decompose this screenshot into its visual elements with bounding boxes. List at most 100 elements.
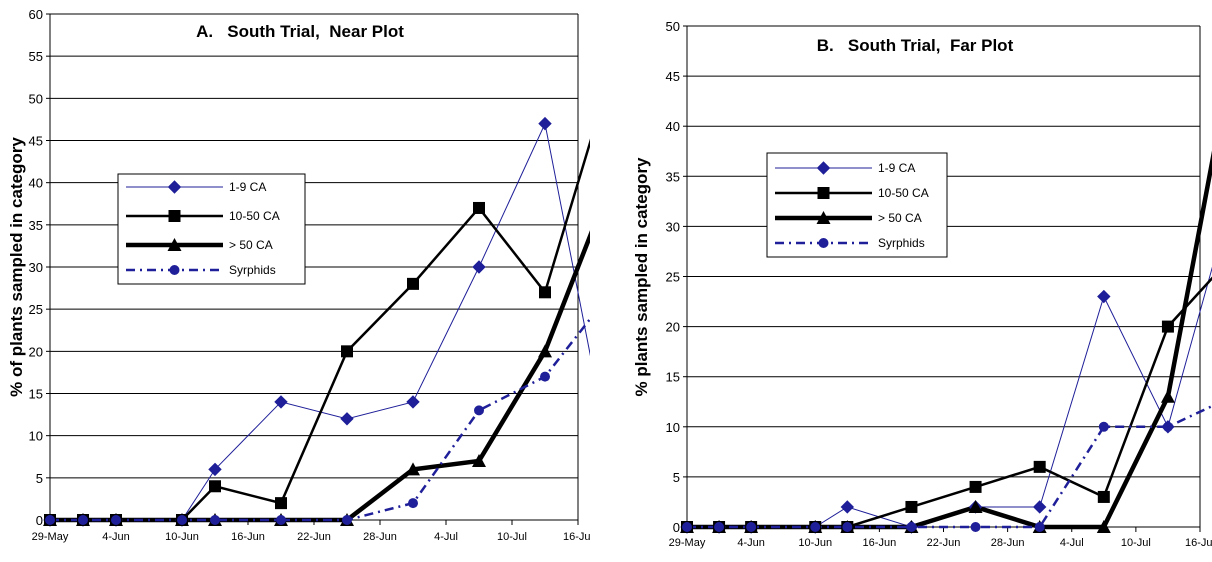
chart-b-y-tick-label: 35 xyxy=(666,169,680,184)
chart-b-series-line-2 xyxy=(687,276,1212,529)
chart-a-legend-label-2: 10-50 CA xyxy=(229,209,280,223)
chart-b-y-tick-label: 45 xyxy=(666,69,680,84)
chart-b-y-tick-label: 50 xyxy=(666,19,680,34)
chart-a-data-point xyxy=(538,116,552,131)
chart-a-data-point xyxy=(473,201,485,214)
chart-b-y-tick-label: 40 xyxy=(666,119,680,134)
chart-b-data-point xyxy=(842,522,853,532)
chart-a-y-tick-label: 15 xyxy=(29,387,43,402)
chart-panel-a: 0 5 10 15 20 25 30 35 40 45 50 55 60 29-May 4-Jun 10-Ju… xyxy=(0,0,590,562)
chart-a-data-point xyxy=(275,497,287,510)
chart-a-x-tick-label: 16-Jul xyxy=(563,531,590,543)
chart-b-data-point xyxy=(906,522,917,532)
chart-b-y-tick-label: 10 xyxy=(666,420,680,435)
chart-a-y-tick-label: 60 xyxy=(29,7,43,22)
chart-b-series-line-3 xyxy=(687,150,1212,530)
chart-b-data-point xyxy=(1032,500,1047,514)
chart-a-data-point xyxy=(539,286,551,299)
chart-panel-b: 0 5 10 15 20 25 30 35 40 45 50 29-May 4-Jun 10-Jun 16-… xyxy=(615,0,1212,562)
chart-a-data-point xyxy=(538,344,552,358)
chart-a-data-point xyxy=(340,412,354,426)
chart-b-data-point xyxy=(970,522,981,532)
chart-a-data-point xyxy=(342,515,352,525)
chart-b-y-axis-label: % plants sampled in category xyxy=(632,157,651,397)
chart-a-data-point xyxy=(274,395,288,409)
chart-a-data-point xyxy=(341,345,353,358)
chart-b-y-tick-label: 5 xyxy=(673,470,680,485)
chart-b-x-tick-label: 16-Jun xyxy=(863,537,897,549)
chart-a-legend-marker-1 xyxy=(167,180,182,194)
chart-b-data-point xyxy=(1097,289,1111,304)
chart-b-data-point xyxy=(1098,421,1109,432)
chart-a-y-axis-label: % of plants sampled in category xyxy=(7,137,26,397)
chart-b-x-tick-label: 10-Jul xyxy=(1121,537,1151,549)
chart-a-data-point xyxy=(472,260,486,274)
chart-b-legend-marker-4 xyxy=(818,238,829,248)
chart-b-y-tick-label: 20 xyxy=(666,320,680,335)
chart-a-legend-box xyxy=(117,173,306,285)
chart-a-legend-label-3: > 50 CA xyxy=(229,238,273,252)
chart-a-legend-label-4: Syrphids xyxy=(229,263,276,277)
chart-a-y-tick-label: 25 xyxy=(29,302,43,317)
chart-b-x-tick-label: 4-Jun xyxy=(737,537,765,549)
chart-a-x-tick-label: 10-Jul xyxy=(497,531,527,543)
chart-a-data-point xyxy=(276,515,286,525)
chart-a-x-tick-label: 4-Jul xyxy=(434,531,458,543)
chart-a-y-tick-label: 20 xyxy=(29,344,43,359)
chart-b-legend-label-2: 10-50 CA xyxy=(878,186,929,200)
chart-a-data-point xyxy=(407,277,419,290)
chart-a-data-point xyxy=(45,515,55,525)
chart-b-data-point xyxy=(1034,522,1045,532)
chart-b-data-point xyxy=(969,480,982,493)
chart-a-title: A. South Trial, Near Plot xyxy=(196,22,404,41)
chart-a-data-point xyxy=(406,462,420,476)
chart-b-data-point xyxy=(1160,389,1175,403)
chart-b-legend: 1-9 CA 10-50 CA > 50 CA Syrphids xyxy=(766,152,948,258)
chart-a-legend-marker-4 xyxy=(169,265,180,275)
chart-a-legend-label-1: 1-9 CA xyxy=(229,180,266,194)
chart-b-data-point xyxy=(1097,490,1110,503)
chart-a-data-point xyxy=(209,480,221,493)
chart-a-x-tick-label: 10-Jun xyxy=(165,531,199,543)
chart-a-data-point xyxy=(208,462,222,477)
chart-a-data-point xyxy=(210,515,220,525)
chart-b-data-point xyxy=(1162,421,1173,432)
chart-b-legend-label-4: Syrphids xyxy=(878,236,925,250)
chart-b-x-tick-label: 10-Jun xyxy=(798,537,832,549)
chart-b-data-point xyxy=(968,499,983,513)
chart-a-x-tick-label: 16-Jun xyxy=(231,531,265,543)
chart-b-data-point xyxy=(840,500,855,514)
chart-a-legend: 1-9 CA 10-50 CA > 50 CA Syrphids xyxy=(117,173,306,285)
chart-b-x-tick-label: 28-Jun xyxy=(991,537,1025,549)
chart-b-data-point xyxy=(1033,460,1046,473)
chart-a-legend-marker-3 xyxy=(167,238,182,251)
chart-a-y-tick-label: 40 xyxy=(29,176,43,191)
chart-a-data-point xyxy=(111,515,121,525)
chart-b-data-point xyxy=(1096,520,1111,533)
chart-a-x-tick-label: 4-Jun xyxy=(102,531,130,543)
chart-b-svg: 0 5 10 15 20 25 30 35 40 45 50 29-May 4-Jun 10-Jun 16-… xyxy=(632,19,1212,549)
chart-b-data-point xyxy=(905,500,918,513)
chart-b-title: B. South Trial, Far Plot xyxy=(817,36,1014,55)
chart-a-y-tick-label: 55 xyxy=(29,49,43,64)
chart-a-data-point xyxy=(474,405,484,416)
chart-b-legend-label-1: 1-9 CA xyxy=(878,161,915,175)
chart-b-data-point xyxy=(810,522,821,532)
chart-a-y-tick-label: 5 xyxy=(36,471,43,486)
chart-b-data-point xyxy=(714,522,725,532)
chart-a-y-tick-label: 50 xyxy=(29,91,43,106)
chart-b-legend-marker-1 xyxy=(816,161,831,175)
chart-a-legend-marker-2 xyxy=(168,210,181,222)
chart-b-y-tick-label: 25 xyxy=(666,270,680,285)
chart-b-legend-marker-3 xyxy=(816,211,831,224)
chart-a-y-tick-label: 35 xyxy=(29,218,43,233)
chart-a-y-tick-label: 30 xyxy=(29,260,43,275)
chart-a-series-2-points xyxy=(44,201,551,526)
chart-b-data-point xyxy=(1161,320,1174,333)
chart-b-data-point xyxy=(682,522,692,532)
chart-a-x-tick-label: 22-Jun xyxy=(297,531,331,543)
chart-b-data-point xyxy=(746,522,757,532)
chart-a-series-4-points xyxy=(45,371,550,525)
chart-a-x-tick-label: 29-May xyxy=(32,531,69,543)
chart-a-data-point xyxy=(78,515,88,525)
